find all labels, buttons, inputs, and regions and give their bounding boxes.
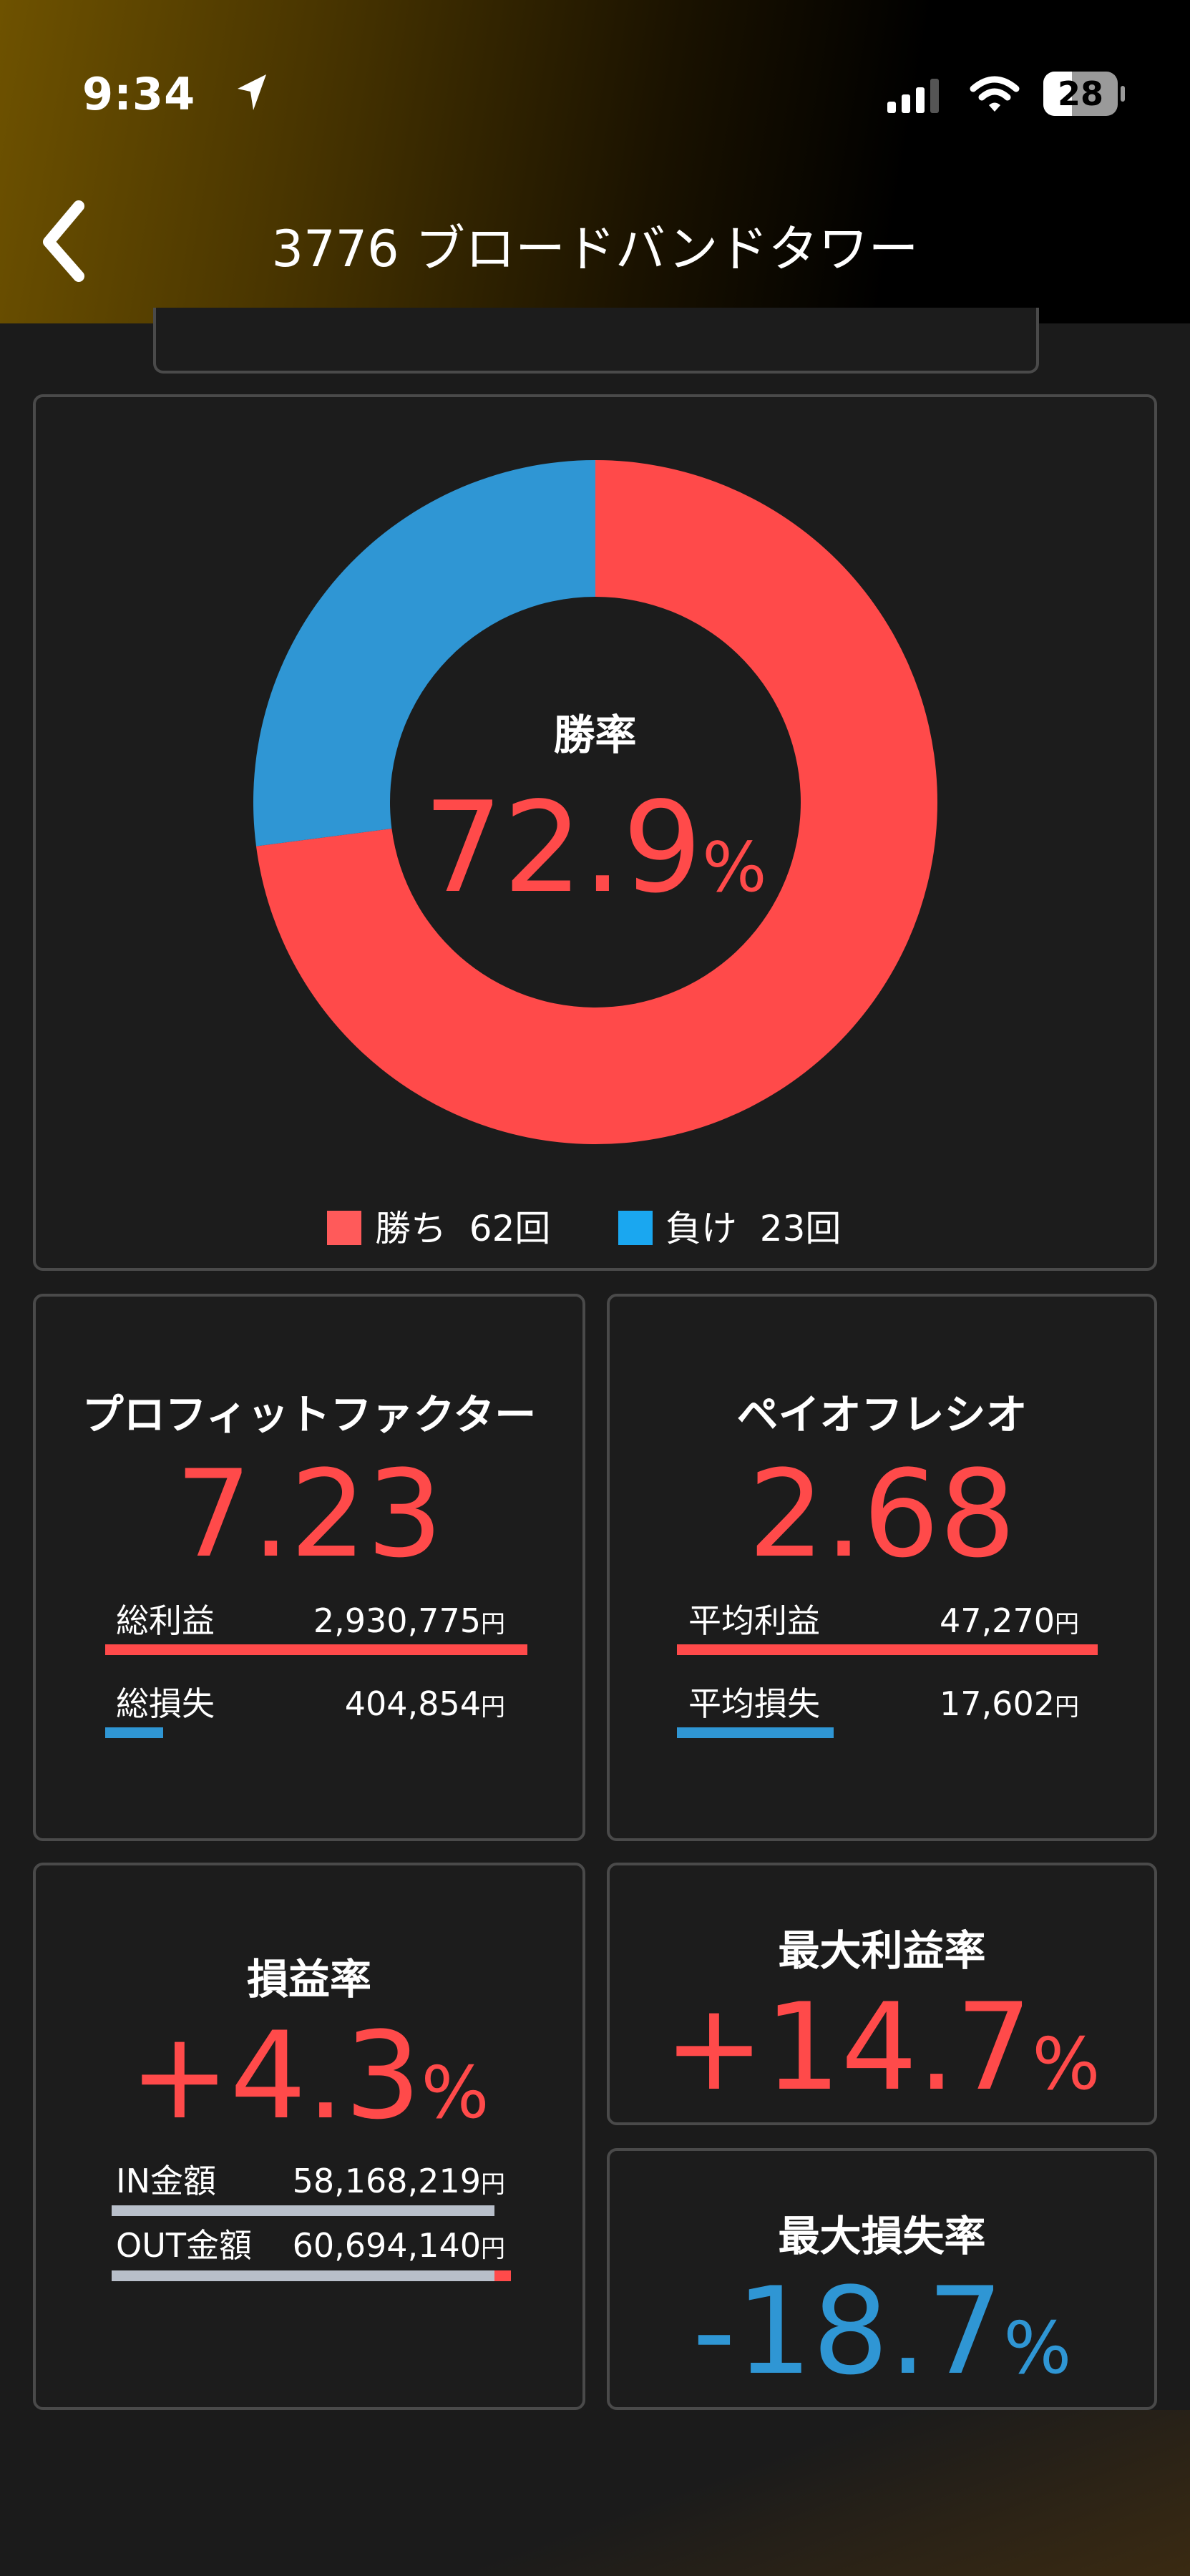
max-loss-rate-value: -18.7% — [610, 2271, 1154, 2391]
max-profit-rate-number: +14.7 — [663, 1977, 1033, 2117]
in-amount-bar — [112, 2205, 494, 2216]
yen: 円 — [1055, 1610, 1079, 1639]
max-profit-rate-unit: % — [1032, 2022, 1101, 2106]
avg-loss-value: 17,602円 — [940, 1687, 1079, 1720]
chevron-left-icon[interactable] — [29, 193, 93, 286]
win-rate-donut — [253, 460, 937, 1144]
max-profit-rate-card: 最大利益率 +14.7% — [607, 1863, 1157, 2125]
wifi-icon — [970, 76, 1020, 112]
max-loss-rate-card: 最大損失率 -18.7% — [607, 2148, 1157, 2410]
yen: 円 — [1055, 1693, 1079, 1722]
location-arrow-icon — [238, 74, 266, 110]
avg-loss-bar — [677, 1727, 834, 1738]
out-amount-bar — [112, 2270, 494, 2281]
yen: 円 — [481, 2170, 505, 2199]
avg-profit-bar — [677, 1644, 1098, 1655]
signal-icon — [887, 79, 939, 113]
status-time: 9:34 — [82, 68, 196, 120]
profit-factor-value: 7.23 — [175, 1444, 444, 1584]
out-amount-excess-bar — [494, 2270, 511, 2281]
win-rate-unit: % — [702, 829, 767, 907]
footer-background — [0, 2410, 1190, 2576]
payoff-ratio-card: ペイオフレシオ 2.68 平均利益 47,270円 平均損失 17,602円 — [607, 1294, 1157, 1841]
avg-loss-amount: 17,602 — [940, 1684, 1055, 1723]
in-amount-value: 58,168,219円 — [293, 2165, 505, 2197]
win-rate-number: 72.9 — [423, 776, 703, 921]
max-profit-rate-title: 最大利益率 — [778, 1926, 986, 1975]
legend-loss-count: 23回 — [759, 1208, 842, 1249]
in-amount-label: IN金額 — [116, 2162, 216, 2200]
profit-factor-card: プロフィットファクター 7.23 総利益 2,930,775円 総損失 404,… — [33, 1294, 585, 1841]
avg-loss-label: 平均損失 — [688, 1684, 820, 1723]
max-profit-rate-value: +14.7% — [610, 1987, 1154, 2107]
payoff-ratio-value: 2.68 — [748, 1444, 1016, 1584]
in-amount: 58,168,219 — [292, 2162, 481, 2200]
pl-rate-number: +4.3 — [129, 2006, 421, 2146]
total-profit-bar — [105, 1644, 527, 1655]
legend-win-count: 62回 — [469, 1208, 551, 1249]
total-loss-label: 総損失 — [116, 1684, 215, 1723]
battery-icon: 28 — [1043, 72, 1118, 116]
pl-rate-title: 損益率 — [246, 1955, 371, 2004]
battery-cap — [1121, 86, 1125, 102]
pl-rate-card: 損益率 +4.3% IN金額 58,168,219円 OUT金額 60,694,… — [33, 1863, 585, 2410]
legend-win-label: 勝ち — [375, 1208, 447, 1249]
legend-loss-label: 負け — [665, 1208, 737, 1249]
legend-win: 勝ち 62回 — [375, 1211, 550, 1246]
total-loss-amount: 404,854 — [344, 1684, 481, 1723]
total-loss-bar — [105, 1727, 163, 1738]
pl-rate-unit: % — [421, 2051, 489, 2135]
legend-win-swatch — [327, 1211, 361, 1245]
avg-profit-value: 47,270円 — [940, 1604, 1079, 1637]
battery-level: 28 — [1057, 74, 1103, 113]
max-loss-rate-title: 最大損失率 — [778, 2212, 986, 2260]
avg-profit-label: 平均利益 — [688, 1601, 820, 1640]
profit-factor-title: プロフィットファクター — [82, 1390, 537, 1439]
out-amount-label: OUT金額 — [116, 2226, 252, 2265]
page-title: 3776 ブロードバンドタワー — [271, 220, 919, 278]
header — [0, 0, 1190, 323]
previous-card — [153, 308, 1039, 374]
win-rate-label: 勝率 — [553, 711, 637, 759]
yen: 円 — [481, 1693, 505, 1722]
total-profit-label: 総利益 — [116, 1601, 215, 1640]
total-profit-value: 2,930,775円 — [313, 1604, 505, 1637]
total-loss-value: 404,854円 — [345, 1687, 505, 1720]
max-loss-rate-unit: % — [1003, 2306, 1072, 2390]
donut-slice-win — [255, 460, 937, 1144]
total-profit-amount: 2,930,775 — [313, 1601, 481, 1640]
legend-loss-swatch — [618, 1211, 653, 1245]
out-amount-value: 60,694,140円 — [293, 2229, 505, 2262]
yen: 円 — [481, 2235, 505, 2263]
yen: 円 — [481, 1610, 505, 1639]
donut-slice-loss — [253, 460, 595, 847]
payoff-ratio-title: ペイオフレシオ — [736, 1390, 1028, 1439]
win-rate-value: 72.9% — [0, 786, 1190, 911]
out-amount: 60,694,140 — [292, 2226, 481, 2265]
avg-profit-amount: 47,270 — [940, 1601, 1055, 1640]
pl-rate-value: +4.3% — [36, 2016, 582, 2136]
legend-loss: 負け 23回 — [665, 1211, 841, 1246]
max-loss-rate-number: -18.7 — [692, 2261, 1004, 2401]
